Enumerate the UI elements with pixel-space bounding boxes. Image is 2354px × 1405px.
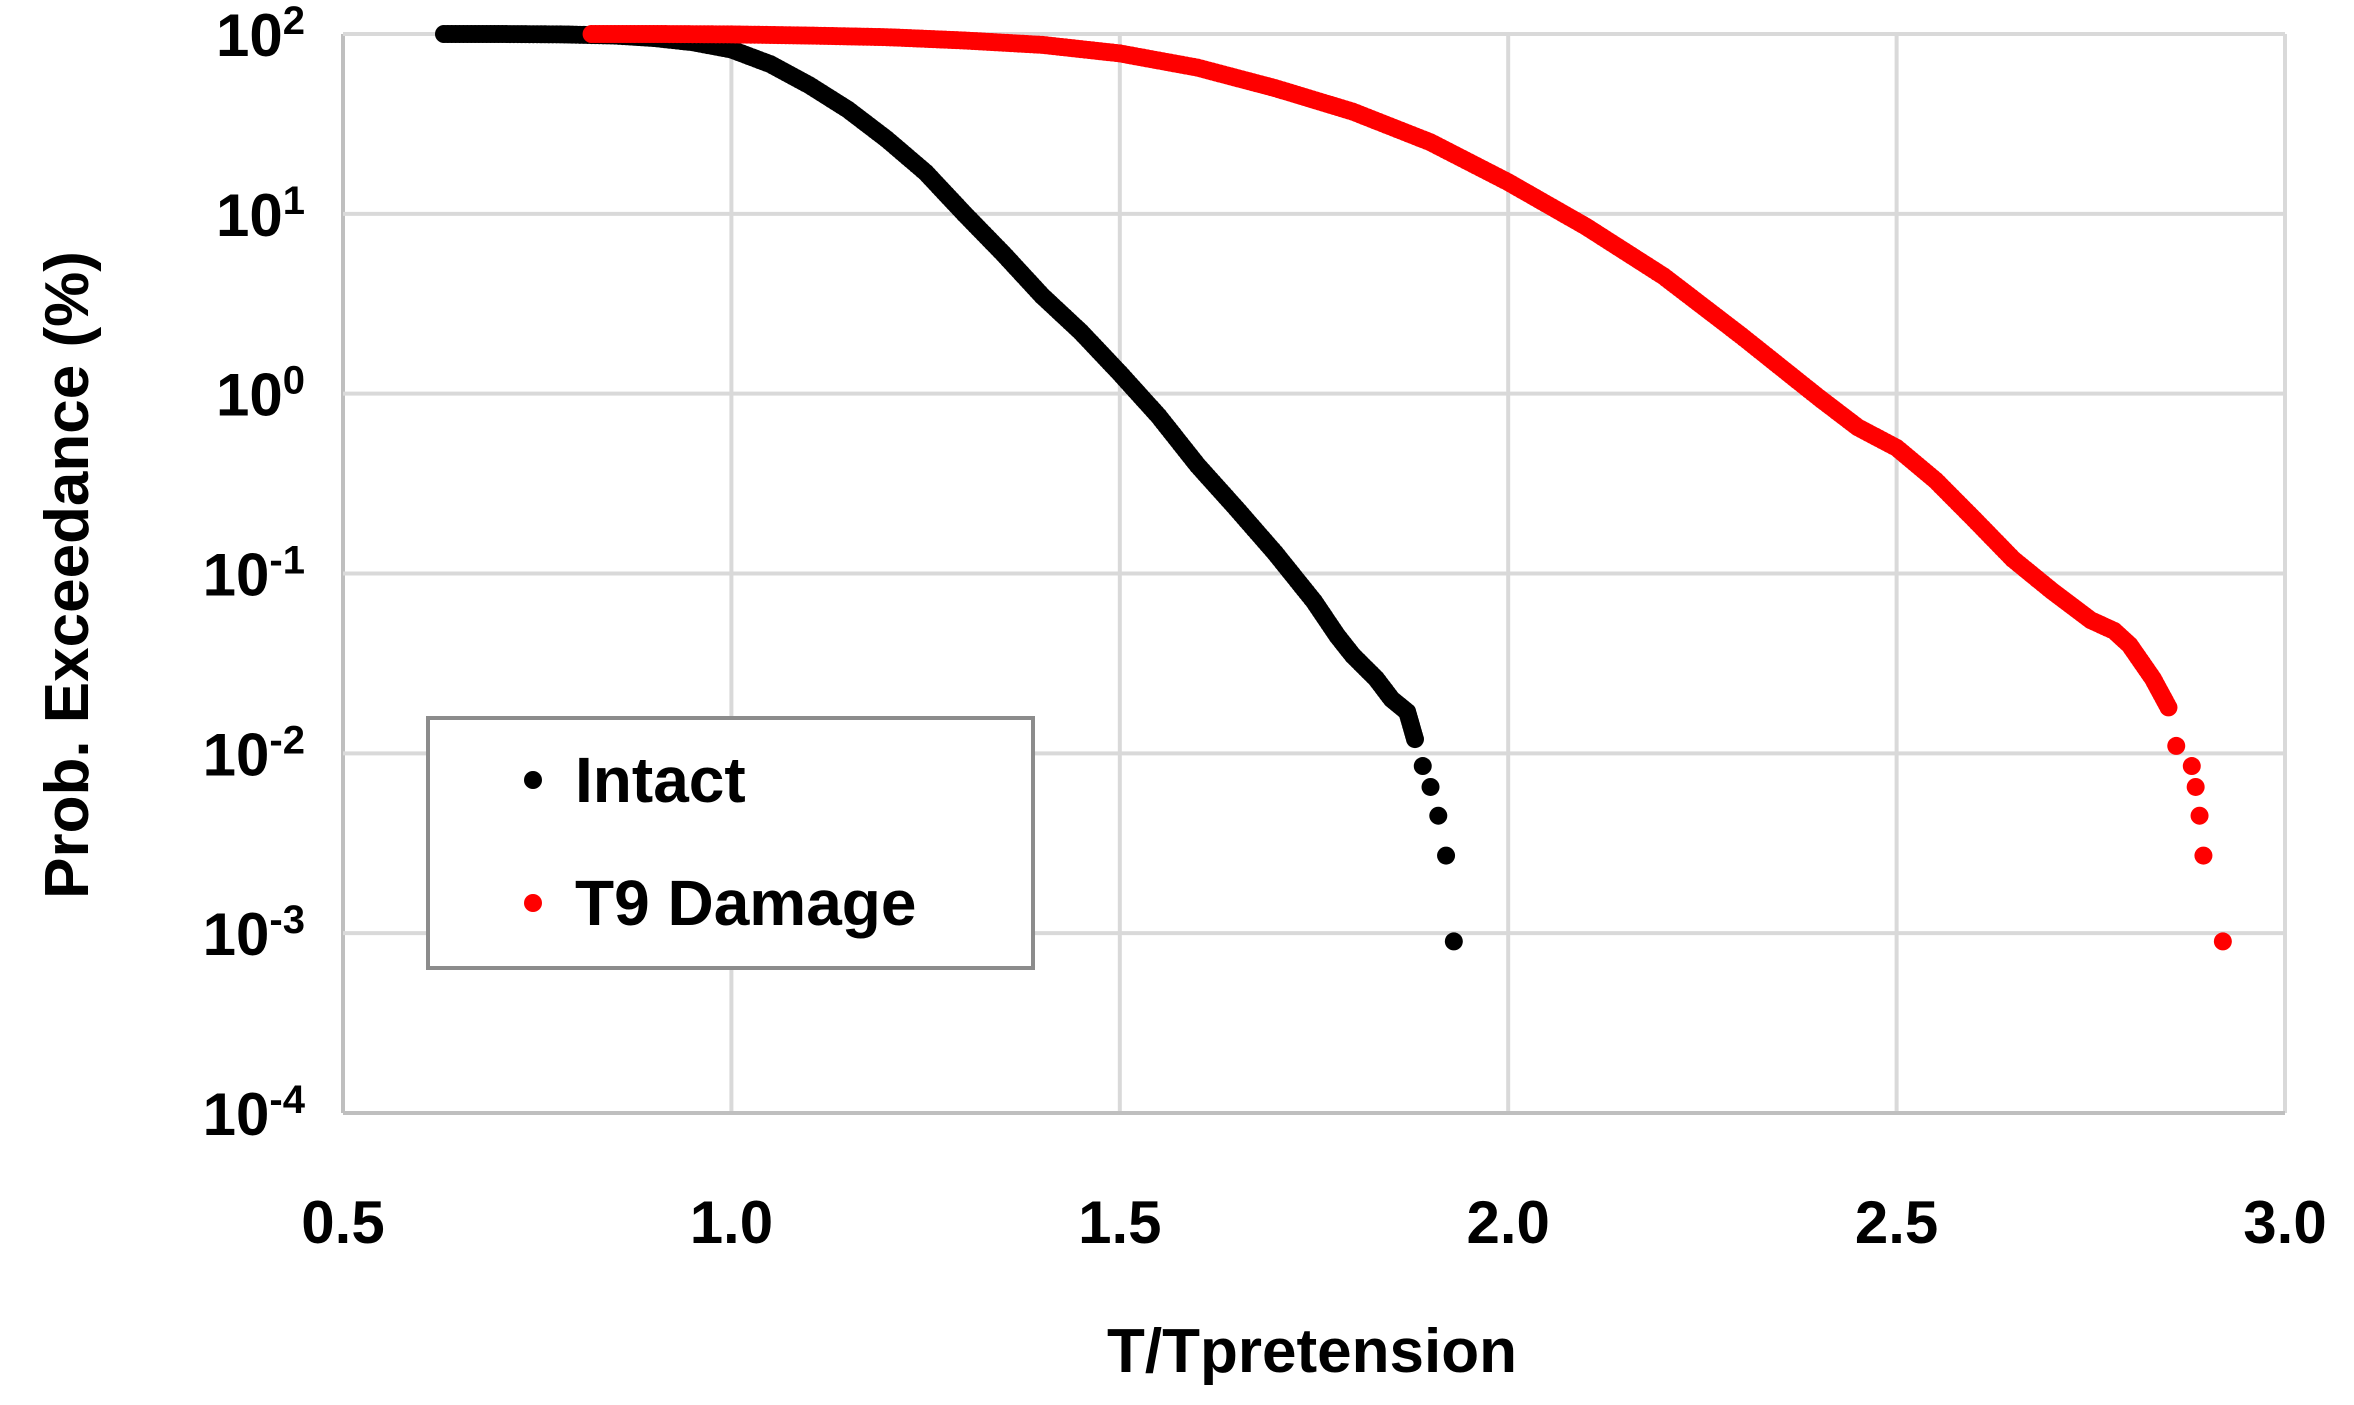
data-point bbox=[1437, 846, 1456, 865]
x-tick-label: 3.0 bbox=[2243, 1189, 2326, 1256]
data-point bbox=[1405, 730, 1424, 749]
data-point bbox=[2190, 806, 2209, 825]
data-point bbox=[2167, 736, 2186, 755]
data-point bbox=[2194, 846, 2213, 865]
data-point bbox=[1413, 757, 1432, 776]
x-axis-tick-labels: 0.5 1.0 1.5 2.0 2.5 3.0 bbox=[301, 1189, 2326, 1256]
y-tick-label: 10-3 bbox=[203, 898, 305, 968]
data-point bbox=[2182, 757, 2201, 776]
y-tick-label: 10-2 bbox=[203, 718, 305, 788]
legend-marker-t9-damage bbox=[524, 894, 542, 912]
y-tick-label: 101 bbox=[216, 179, 305, 249]
data-point bbox=[2186, 777, 2205, 796]
x-tick-label: 2.0 bbox=[1466, 1189, 1549, 1256]
legend-box bbox=[426, 716, 1035, 970]
y-axis-tick-labels: 102 101 100 10-1 10-2 10-3 10-4 bbox=[203, 0, 306, 1148]
data-point bbox=[2159, 698, 2178, 717]
x-tick-label: 2.5 bbox=[1855, 1189, 1938, 1256]
legend-label-t9-damage: T9 Damage bbox=[575, 867, 916, 939]
legend-marker-intact bbox=[524, 771, 542, 789]
y-tick-label: 10-1 bbox=[203, 539, 305, 609]
series-t9-damage bbox=[582, 25, 2232, 951]
y-axis-title: Prob. Exceedance (%) bbox=[33, 251, 102, 899]
x-tick-label: 1.5 bbox=[1078, 1189, 1161, 1256]
data-point bbox=[1429, 806, 1448, 825]
series-intact bbox=[434, 25, 1463, 951]
legend: Intact T9 Damage bbox=[426, 716, 1035, 970]
y-tick-label: 10-4 bbox=[203, 1078, 306, 1148]
x-tick-label: 0.5 bbox=[301, 1189, 384, 1256]
data-point bbox=[1421, 777, 1440, 796]
x-tick-label: 1.0 bbox=[690, 1189, 773, 1256]
legend-label-intact: Intact bbox=[575, 744, 746, 816]
plot-area bbox=[434, 25, 2232, 951]
x-axis-title: T/Tpretension bbox=[1107, 1317, 1517, 1386]
y-tick-label: 102 bbox=[216, 0, 305, 69]
data-point bbox=[2213, 932, 2232, 951]
data-point bbox=[1444, 932, 1463, 951]
y-tick-label: 100 bbox=[216, 359, 305, 429]
